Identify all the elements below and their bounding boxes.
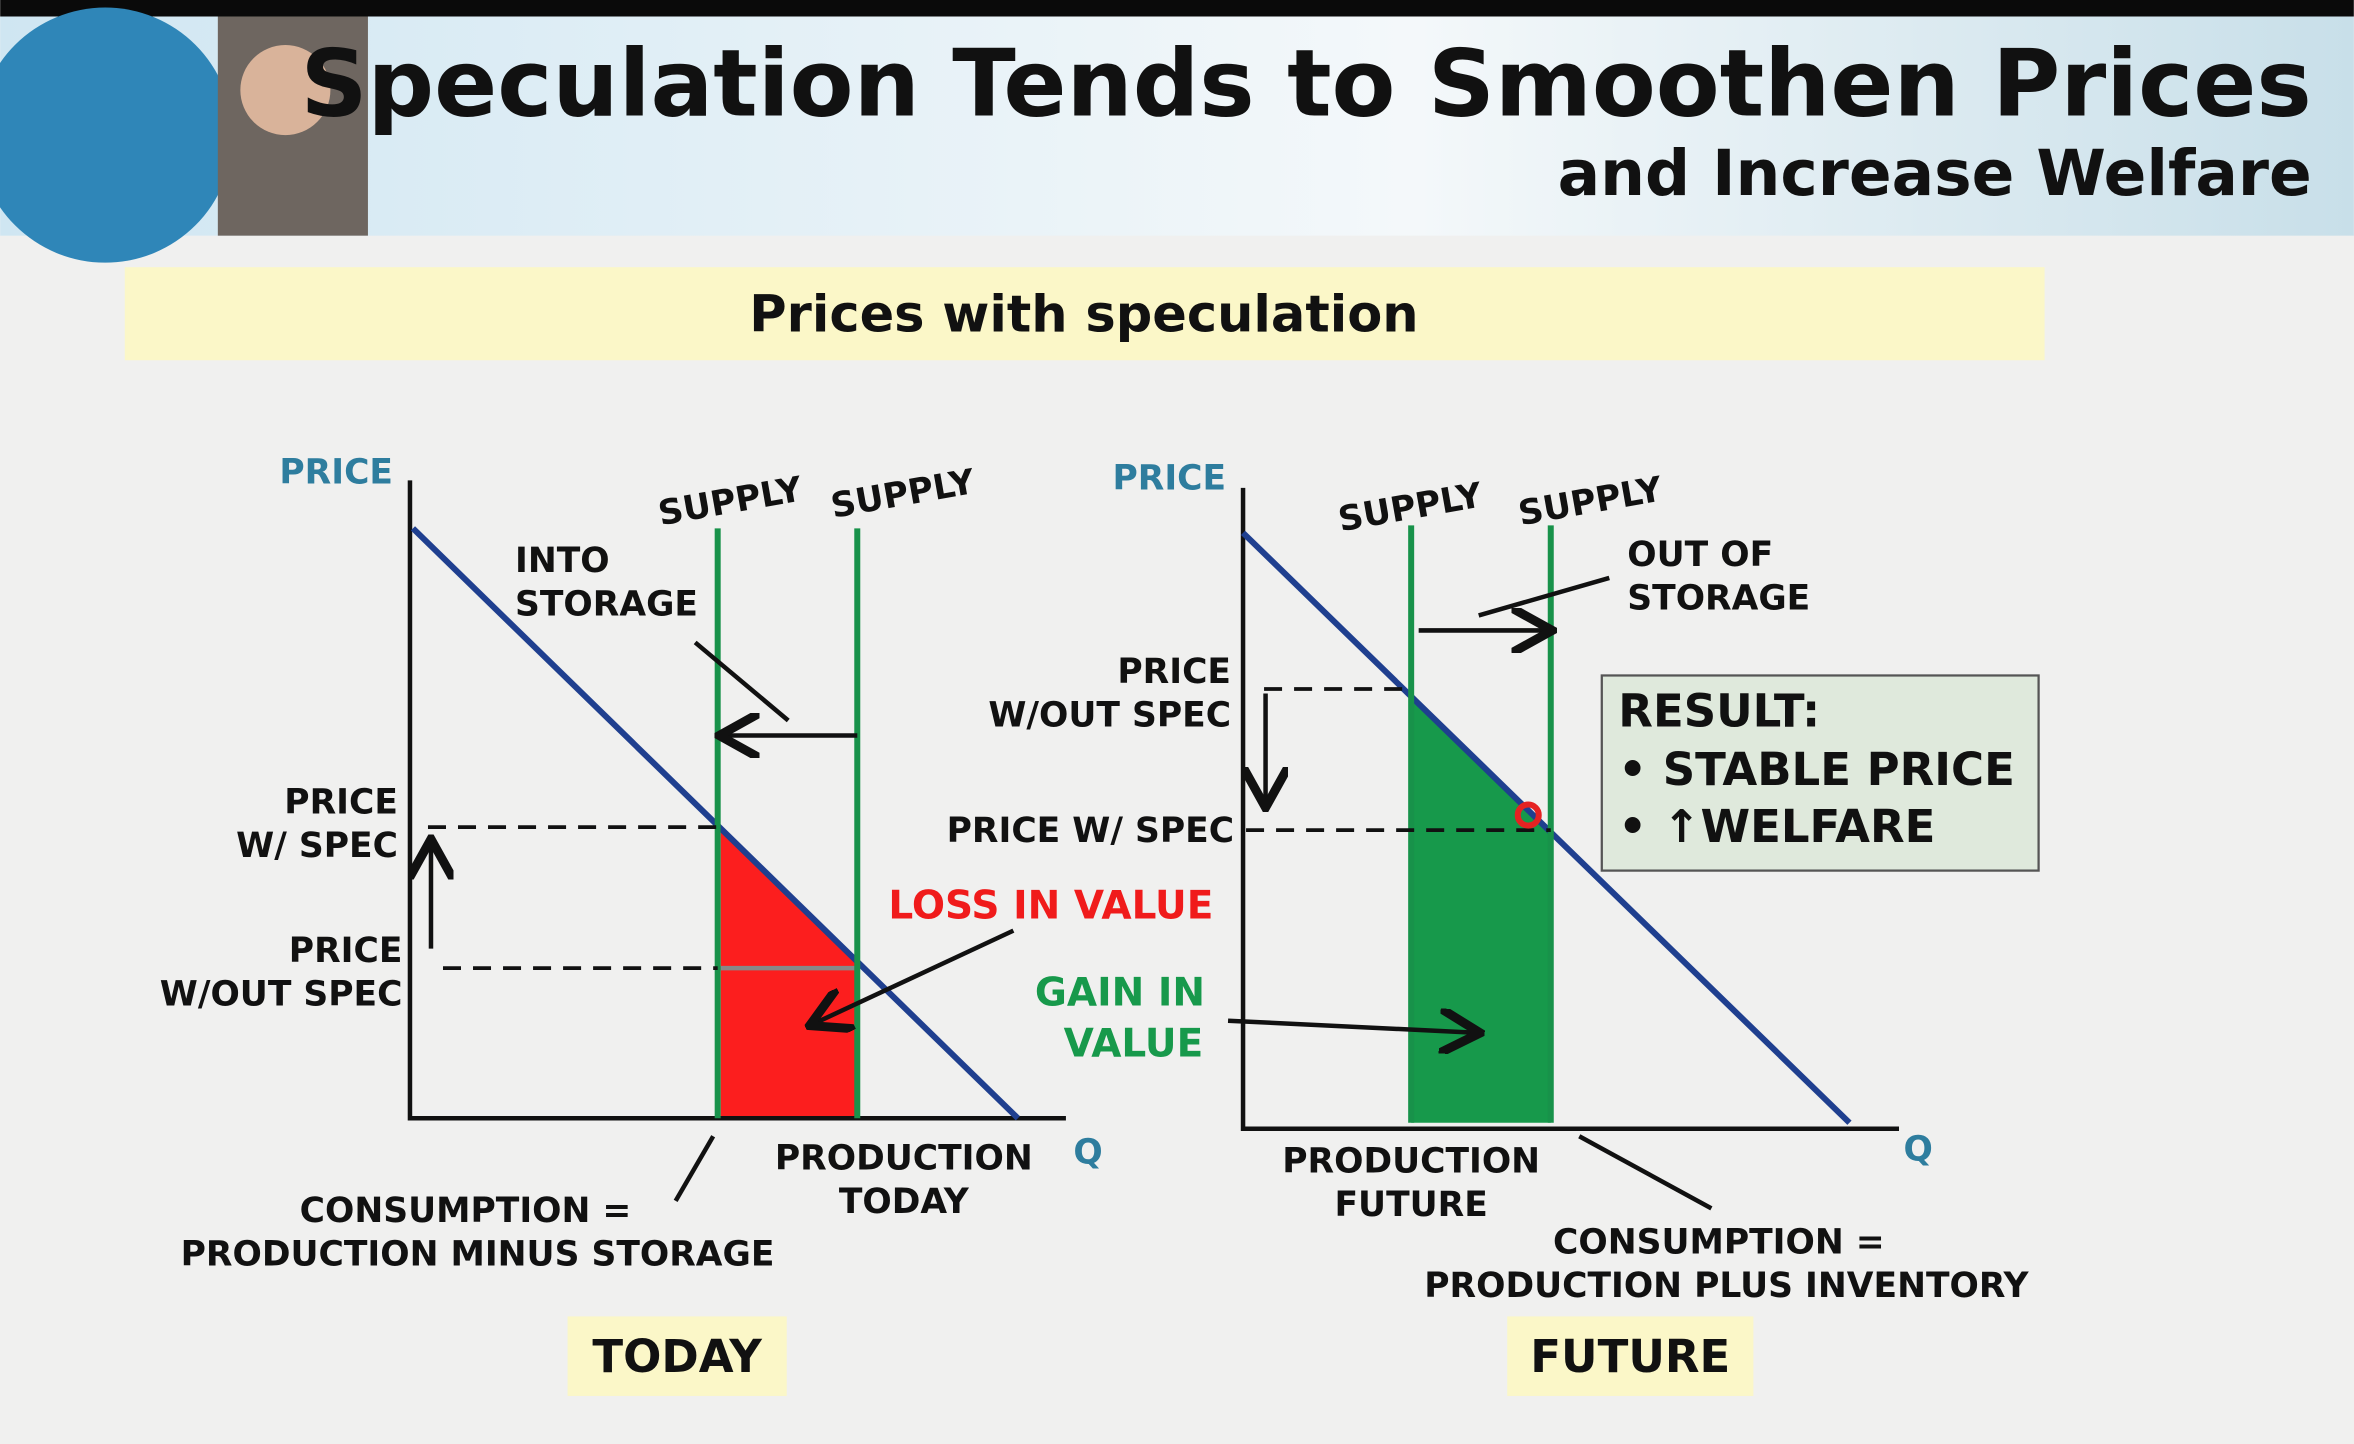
label: PRODUCTION <box>1282 1141 1540 1181</box>
result-box <box>1600 674 2040 872</box>
label: VALUE <box>1064 1022 1204 1067</box>
result: • STABLE PRICE <box>1618 743 2015 796</box>
pointer <box>1578 1134 1713 1211</box>
label: STORAGE <box>1627 578 1810 618</box>
arrow <box>814 928 1015 1024</box>
axes <box>1240 487 1899 1132</box>
banner-box <box>124 267 2045 361</box>
demand <box>1240 530 1852 1125</box>
pointer <box>1478 575 1610 618</box>
header-bg <box>0 16 2354 236</box>
label: PRODUCTION MINUS STORAGE <box>181 1234 775 1274</box>
label: PRICE W/ SPEC <box>947 811 1234 851</box>
label: CONSUMPTION = <box>1553 1222 1885 1262</box>
result: • ↑WELFARE <box>1618 800 1935 853</box>
label: PRICE <box>1117 652 1231 692</box>
title: Speculation Tends to Smoothen Prices <box>301 30 2312 138</box>
pointer <box>673 1135 716 1202</box>
label: LOSS IN VALUE <box>888 884 1213 929</box>
label-box <box>1507 1316 1754 1396</box>
label: GAIN IN <box>1035 971 1205 1016</box>
label: INTO <box>515 541 610 581</box>
label: PRICE <box>289 931 403 971</box>
top-bar <box>0 0 2354 17</box>
loss-area <box>720 828 858 1119</box>
label: W/ SPEC <box>236 826 398 866</box>
label: W/OUT SPEC <box>160 975 403 1015</box>
axes <box>407 480 1066 1121</box>
subtitle: and Increase Welfare <box>1558 136 2312 210</box>
label: PRICE <box>284 783 398 823</box>
label: FUTURE <box>1334 1185 1487 1225</box>
axis-label: Q <box>1073 1132 1102 1172</box>
banner: Prices with speculation <box>749 286 1418 345</box>
axis-label: PRICE <box>1112 458 1226 498</box>
result: RESULT: <box>1618 685 1820 738</box>
axis-label: Q <box>1904 1129 1933 1169</box>
axis-label: PRICE <box>279 452 393 492</box>
label: PRODUCTION PLUS INVENTORY <box>1424 1266 2029 1306</box>
label: OUT OF <box>1627 535 1773 575</box>
presenter-face <box>240 45 331 136</box>
label-box <box>567 1316 787 1396</box>
globe <box>0 7 233 263</box>
pointer <box>693 640 790 723</box>
label: CONSUMPTION = <box>300 1191 632 1231</box>
label: W/OUT SPEC <box>988 696 1231 736</box>
cursor <box>1514 801 1542 829</box>
panel-label: TODAY <box>592 1330 763 1383</box>
label: PRODUCTION <box>775 1138 1033 1178</box>
panel-label: FUTURE <box>1530 1330 1730 1383</box>
arrow <box>1227 1021 1476 1033</box>
label: TODAY <box>839 1182 970 1222</box>
label: STORAGE <box>515 584 698 624</box>
